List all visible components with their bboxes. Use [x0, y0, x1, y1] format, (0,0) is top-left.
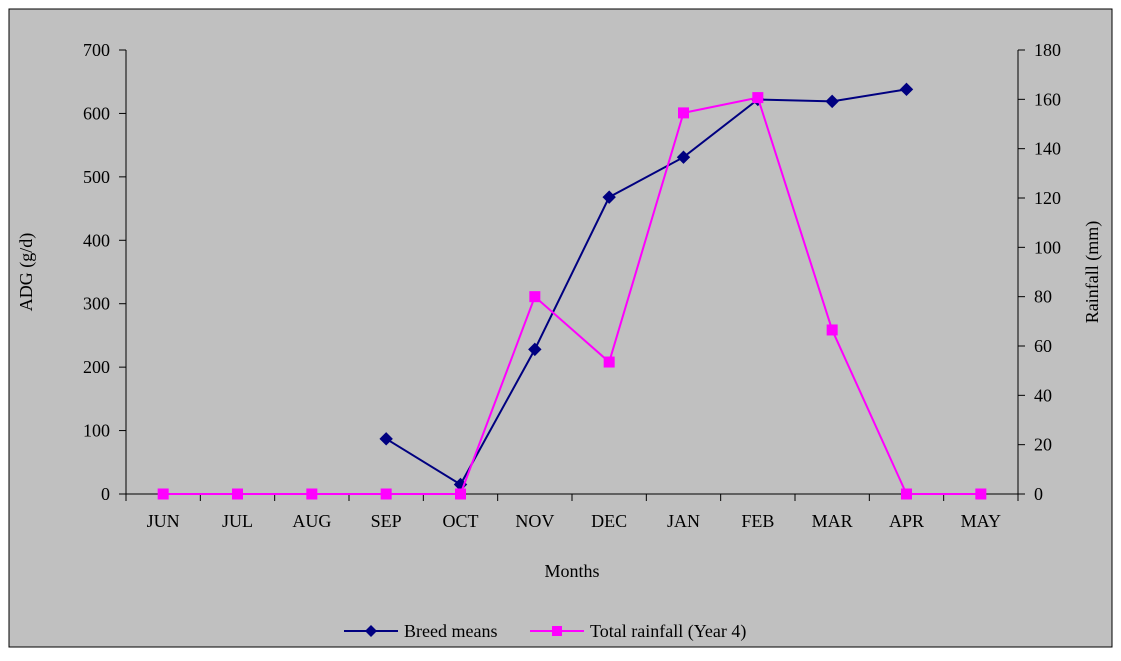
x-tick-label: SEP — [371, 511, 402, 531]
data-point-series-1 — [602, 190, 616, 204]
y2-tick-label: 120 — [1034, 188, 1061, 208]
y2-tick-label: 100 — [1034, 237, 1061, 257]
plot-layer: 0 100 200 300 400 500 600 700 0 20 40 60 80 100 120 140… — [83, 40, 1061, 531]
x-tick-label: DEC — [591, 511, 627, 531]
legend-marker-1 — [365, 625, 377, 637]
y-tick-label: 600 — [83, 103, 110, 123]
y2-tick-label: 160 — [1034, 89, 1061, 109]
data-point-series-2 — [603, 356, 615, 368]
data-point-series-2 — [975, 488, 987, 500]
y-axis-title: ADG (g/d) — [16, 233, 37, 312]
x-tick-label: NOV — [515, 511, 554, 531]
y-tick-label: 300 — [83, 294, 110, 314]
y2-tick-label: 80 — [1034, 287, 1052, 307]
data-point-series-1 — [676, 150, 691, 164]
data-point-series-2 — [306, 488, 318, 500]
y2-tick-label: 20 — [1034, 435, 1052, 455]
data-point-series-2 — [752, 92, 764, 104]
y2-tick-label: 40 — [1034, 385, 1052, 405]
legend-label-2: Total rainfall (Year 4) — [590, 621, 746, 642]
data-point-series-1 — [379, 432, 393, 446]
y-tick-label: 500 — [83, 167, 110, 187]
data-point-series-2 — [455, 488, 466, 500]
data-point-series-2 — [380, 488, 392, 500]
data-point-series-1 — [899, 82, 914, 97]
x-tick-label: MAY — [961, 511, 1001, 531]
y-tick-label: 400 — [83, 230, 110, 250]
x-tick-label: OCT — [443, 511, 479, 531]
y2-tick-label: 140 — [1034, 139, 1061, 159]
y2-tick-label: 180 — [1034, 40, 1061, 60]
series-line-2 — [163, 96, 981, 495]
data-point-series-2 — [232, 488, 243, 500]
data-point-series-1 — [825, 94, 839, 109]
data-point-series-1 — [528, 342, 542, 357]
x-axis-title: Months — [544, 561, 599, 581]
x-tick-label: JUN — [147, 511, 180, 531]
y2-axis-title: Rainfall (mm) — [1082, 221, 1103, 323]
legend: Breed means Total rainfall (Year 4) — [344, 621, 746, 642]
y2-tick-label: 60 — [1034, 336, 1052, 356]
y-tick-label: 100 — [83, 421, 110, 441]
x-tick-label: JAN — [667, 511, 700, 531]
x-tick-label: FEB — [741, 511, 774, 531]
y-tick-label: 200 — [83, 357, 110, 377]
data-point-series-2 — [157, 488, 169, 500]
x-tick-label: JUL — [222, 511, 253, 531]
data-point-series-2 — [901, 488, 912, 500]
y-tick-label: 0 — [101, 484, 110, 504]
data-point-series-2 — [529, 291, 541, 303]
legend-label-1: Breed means — [404, 621, 497, 641]
legend-marker-2 — [552, 626, 562, 636]
y-tick-label: 700 — [83, 40, 110, 60]
x-tick-label: MAR — [812, 511, 853, 531]
data-point-series-2 — [826, 324, 838, 336]
data-point-series-2 — [678, 107, 689, 119]
x-tick-label: AUG — [292, 511, 331, 531]
y2-tick-label: 0 — [1034, 484, 1043, 504]
x-tick-label: APR — [889, 511, 924, 531]
